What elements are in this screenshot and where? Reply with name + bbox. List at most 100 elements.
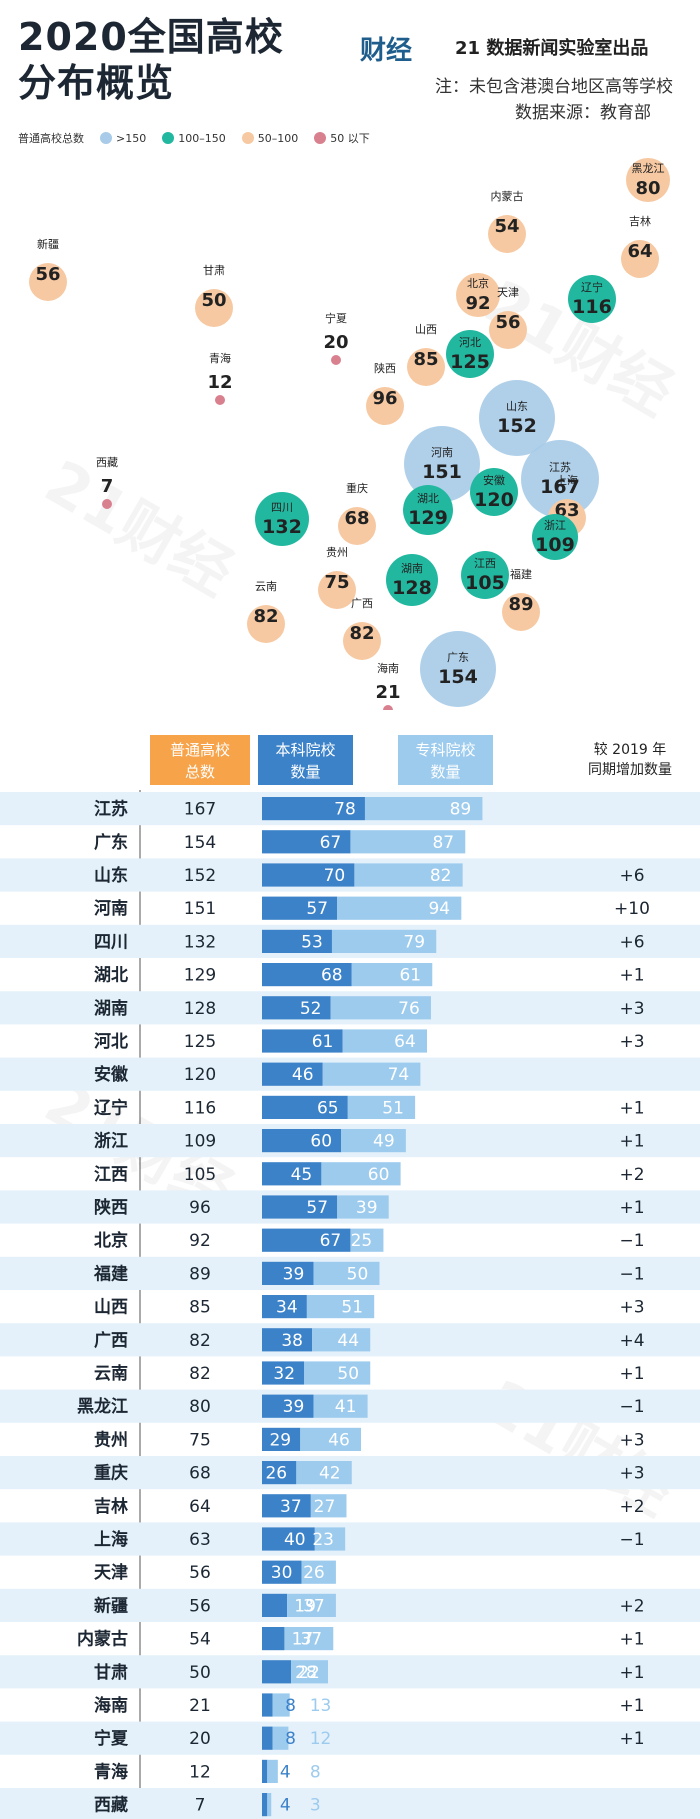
row-total: 85 bbox=[189, 1298, 211, 1318]
map-bubble bbox=[446, 330, 494, 378]
map-marker: 天津 56 bbox=[489, 286, 527, 349]
map-province-value: 56 bbox=[495, 312, 520, 333]
label-vocational: 13 bbox=[310, 1696, 332, 1716]
map-bubble bbox=[338, 507, 376, 545]
row-total: 68 bbox=[189, 1464, 211, 1484]
bar-vocational bbox=[304, 1361, 371, 1385]
header-increase: 较 2019 年 同期增加数量 bbox=[560, 740, 700, 780]
label-vocational: 89 bbox=[450, 800, 472, 820]
table-row: 福建 89 39 50 −1 bbox=[0, 1256, 700, 1290]
map-bubble bbox=[343, 622, 381, 660]
map-bubble bbox=[215, 395, 225, 405]
map-province-value: 167 bbox=[540, 476, 580, 498]
row-province: 浙江 bbox=[94, 1131, 128, 1152]
row-increase: +2 bbox=[619, 1497, 644, 1517]
label-undergrad: 38 bbox=[281, 1331, 303, 1351]
row-province: 江苏 bbox=[94, 799, 128, 820]
map-marker: 西藏 7 bbox=[96, 456, 118, 509]
legend-label: 50 以下 bbox=[330, 132, 370, 145]
row-province: 北京 bbox=[94, 1230, 128, 1251]
table-row: 浙江 109 60 49 +1 bbox=[0, 1124, 700, 1158]
bar-undergrad bbox=[262, 1660, 292, 1684]
map-marker: 贵州 75 bbox=[318, 546, 356, 609]
map-marker: 江西 105 bbox=[461, 551, 509, 599]
map-province-value: 64 bbox=[627, 241, 652, 262]
bar-vocational bbox=[331, 929, 437, 953]
row-province: 西藏 bbox=[94, 1796, 128, 1816]
row-increase: +6 bbox=[619, 866, 644, 886]
bar-undergrad bbox=[262, 1427, 301, 1451]
header-increase-line: 较 2019 年 bbox=[593, 742, 667, 758]
label-undergrad: 4 bbox=[280, 1796, 291, 1816]
bar-undergrad bbox=[262, 1228, 351, 1252]
map-marker: 广东 154 bbox=[420, 631, 496, 707]
map-bubble bbox=[502, 593, 540, 631]
map-marker: 福建 89 bbox=[502, 567, 540, 631]
row-total: 132 bbox=[184, 932, 216, 952]
row-province: 四川 bbox=[94, 932, 128, 952]
label-undergrad: 8 bbox=[285, 1696, 296, 1716]
map-province-name: 宁夏 bbox=[325, 311, 347, 325]
map-province-name: 湖南 bbox=[401, 562, 423, 575]
map-province-value: 151 bbox=[422, 461, 462, 483]
legend: 普通高校总数 >150 100–150 50–100 50 以下 bbox=[18, 130, 386, 146]
row-total: 82 bbox=[189, 1331, 211, 1351]
row-increase: +3 bbox=[619, 1032, 644, 1052]
table-row: 湖南 128 52 76 +3 bbox=[0, 991, 700, 1025]
bar-vocational bbox=[314, 1527, 346, 1551]
row-province: 新疆 bbox=[94, 1595, 128, 1616]
title-line-1: 2020全国高校 bbox=[18, 15, 284, 59]
bar-vocational bbox=[341, 1129, 406, 1153]
map-bubble bbox=[404, 426, 480, 502]
bar-undergrad bbox=[262, 896, 338, 920]
table-row: 黑龙江 80 39 41 −1 bbox=[0, 1389, 700, 1423]
table-row: 天津 56 30 26 bbox=[94, 1560, 336, 1584]
label-undergrad: 46 bbox=[292, 1065, 314, 1085]
map-marker: 山东 152 bbox=[479, 380, 555, 456]
map-marker: 重庆 68 bbox=[338, 481, 376, 545]
bar-vocational bbox=[272, 1726, 289, 1750]
label-undergrad: 70 bbox=[324, 866, 346, 886]
map-province-value: 54 bbox=[494, 216, 519, 237]
bar-undergrad bbox=[262, 1527, 315, 1551]
row-increase: +3 bbox=[619, 1464, 644, 1484]
source-text: 数据来源：教育部 bbox=[515, 103, 651, 123]
bar-vocational bbox=[284, 1627, 334, 1651]
row-province: 广西 bbox=[94, 1330, 128, 1351]
bar-undergrad bbox=[262, 1394, 314, 1418]
bar-vocational bbox=[364, 797, 483, 821]
row-total: 21 bbox=[189, 1696, 211, 1716]
bar-undergrad bbox=[262, 1261, 314, 1285]
legend-item: 100–150 bbox=[162, 132, 226, 145]
header-total: 普通高校 总数 bbox=[150, 735, 250, 785]
map-province-value: 128 bbox=[392, 577, 432, 599]
map-marker: 安徽 120 bbox=[470, 468, 518, 516]
row-total: 96 bbox=[189, 1198, 211, 1218]
label-undergrad: 45 bbox=[291, 1165, 313, 1185]
map-province-name: 天津 bbox=[497, 286, 519, 299]
map-bubble bbox=[626, 158, 670, 202]
map-province-name: 江西 bbox=[474, 557, 496, 570]
title-line-2: 分布概览 bbox=[18, 61, 175, 105]
label-undergrad: 67 bbox=[320, 833, 342, 853]
row-increase: +1 bbox=[619, 966, 644, 986]
row-province: 江西 bbox=[94, 1165, 128, 1185]
bar-vocational bbox=[301, 1560, 336, 1584]
map-marker: 湖北 129 bbox=[403, 485, 453, 535]
table-row: 青海 12 4 8 bbox=[94, 1759, 321, 1783]
legend-label: 100–150 bbox=[178, 131, 226, 145]
row-total: 154 bbox=[184, 833, 216, 853]
bar-undergrad bbox=[262, 996, 331, 1020]
label-undergrad: 57 bbox=[306, 1198, 328, 1218]
legend-swatch bbox=[100, 132, 112, 144]
label-vocational: 76 bbox=[398, 999, 420, 1019]
table-row: 山东 152 70 82 +6 bbox=[0, 858, 700, 892]
row-increase: +1 bbox=[619, 1098, 644, 1118]
row-increase: +1 bbox=[619, 1663, 644, 1683]
map-province-value: 21 bbox=[375, 682, 400, 703]
map-bubble bbox=[102, 499, 112, 509]
map-province-name: 上海 bbox=[556, 473, 578, 487]
row-total: 80 bbox=[189, 1397, 211, 1417]
legend-swatch bbox=[314, 132, 327, 144]
